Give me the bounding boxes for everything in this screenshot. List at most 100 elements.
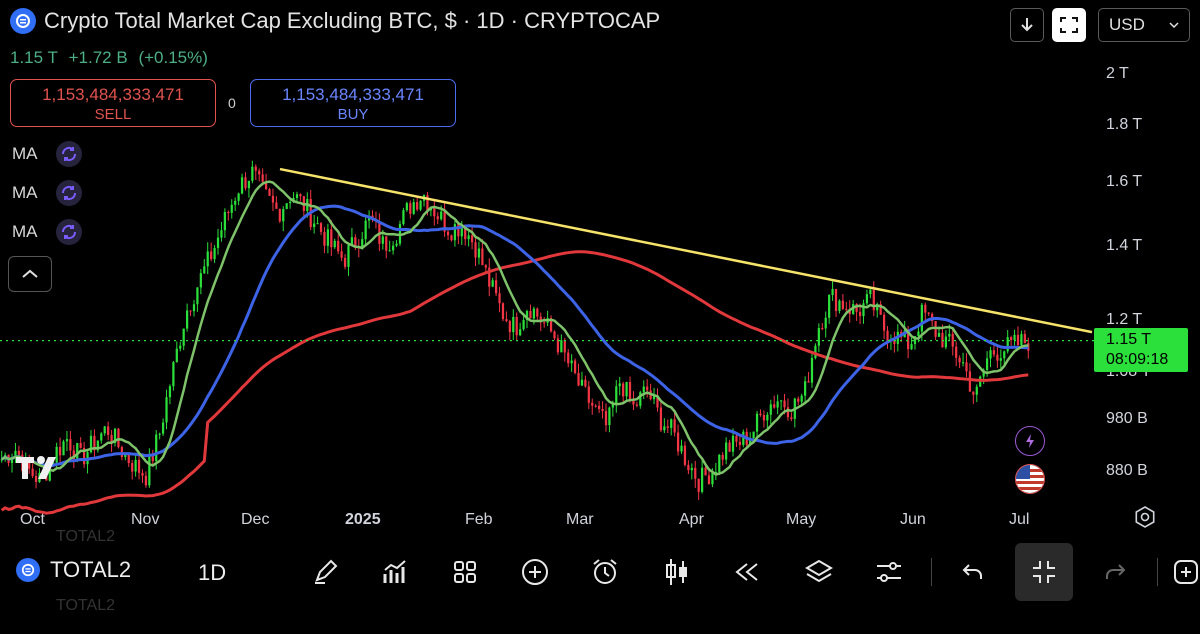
candle-body [670, 419, 673, 428]
candle-body [797, 398, 800, 402]
candle-body [683, 445, 687, 465]
candle-body [343, 257, 347, 267]
chevron-up-icon [22, 269, 38, 278]
plus-circle-icon[interactable] [517, 554, 553, 590]
candle-body [567, 352, 570, 364]
candle-body [409, 203, 412, 214]
candle-body [96, 440, 99, 451]
candle-body [0, 459, 3, 461]
candle-body [718, 454, 721, 473]
fullscreen-button[interactable] [1052, 8, 1086, 42]
candle-body [505, 319, 508, 322]
candle-body [766, 414, 769, 421]
candle-body [179, 345, 182, 349]
candle-body [330, 229, 333, 248]
candle-body [477, 248, 481, 258]
toolbar-divider [931, 558, 932, 586]
time-tick: Jun [900, 511, 926, 528]
candle-body [426, 195, 429, 211]
grid-icon[interactable] [447, 554, 483, 590]
last-price: 1.15 T [10, 48, 58, 67]
current-price-badge: 1.15 T 08:09:18 [1094, 328, 1188, 372]
candle-body [676, 432, 680, 452]
sliders-icon[interactable] [871, 554, 907, 590]
chevron-down-icon [1169, 22, 1179, 28]
candle-body [989, 350, 992, 359]
candle-body [124, 453, 127, 458]
candle-body [975, 386, 978, 395]
trendline[interactable] [279, 167, 1093, 334]
indicator-ma-2[interactable]: MA [12, 180, 82, 206]
candle-body [968, 371, 972, 392]
layers-icon[interactable] [801, 554, 837, 590]
indicator-ma-1[interactable]: MA [12, 141, 82, 167]
candle-body [282, 208, 285, 222]
candle-body [659, 407, 663, 431]
candle-body [927, 312, 930, 314]
candle-body [227, 211, 230, 213]
candle-body [457, 224, 460, 237]
candle-body [333, 240, 336, 248]
candle-body [879, 304, 882, 315]
candle-body [948, 333, 951, 337]
buy-button[interactable]: 1,153,484,333,471 BUY [250, 79, 456, 127]
price-change: +1.72 B [68, 48, 128, 67]
candle-body [34, 475, 38, 482]
alarm-icon[interactable] [587, 554, 623, 590]
download-button[interactable] [1010, 8, 1044, 42]
candle-body [127, 453, 130, 464]
us-flag-icon[interactable] [1015, 464, 1045, 494]
candle-body [862, 303, 865, 317]
candle-body [491, 280, 494, 287]
candle-body [247, 180, 251, 189]
candle-body [230, 204, 233, 213]
currency-select[interactable]: USD [1098, 8, 1190, 42]
pen-icon[interactable] [307, 554, 343, 590]
symbol-selector[interactable]: TOTAL2 [16, 557, 131, 583]
candle-body [210, 251, 213, 260]
redo-icon[interactable] [1097, 554, 1133, 590]
currency-value: USD [1109, 15, 1145, 34]
candle-body [543, 322, 546, 324]
candle-body [131, 463, 134, 472]
candle-body [628, 382, 632, 400]
candle-body [810, 357, 814, 383]
plus-square-icon[interactable] [1172, 554, 1200, 590]
chart-icon[interactable] [377, 554, 413, 590]
candle-body [148, 455, 151, 486]
candle-body [254, 166, 257, 171]
candle-body [58, 446, 62, 456]
ma-mid-line [0, 204, 1029, 468]
candle-body [110, 435, 113, 444]
undo-icon[interactable] [955, 554, 991, 590]
candle-body [1013, 334, 1016, 341]
sell-button[interactable]: 1,153,484,333,471 SELL [10, 79, 216, 127]
timeframe-selector[interactable]: 1D [198, 560, 227, 585]
collapse-legend-button[interactable] [8, 256, 52, 292]
time-tick: Feb [465, 511, 493, 528]
settings-icon[interactable] [1133, 505, 1157, 534]
candle-body [759, 413, 762, 416]
candle-body [220, 230, 223, 238]
lightning-icon[interactable] [1015, 426, 1045, 456]
candle-body [134, 459, 137, 472]
candle-body [392, 245, 395, 251]
buy-price: 1,153,484,333,471 [282, 85, 424, 104]
indicator-ma-3[interactable]: MA [12, 219, 82, 245]
candle-body [680, 445, 683, 452]
candle-body [488, 267, 491, 287]
candle-body [388, 250, 391, 252]
candle-body [982, 369, 985, 377]
collapse-icon[interactable] [1015, 543, 1073, 601]
time-tick: Mar [566, 511, 594, 528]
loading-icon [55, 141, 82, 167]
candle-body [89, 435, 93, 453]
candle-body [395, 243, 398, 246]
candle-body [512, 316, 515, 333]
rewind-icon[interactable] [729, 554, 765, 590]
candle-body [999, 358, 1002, 361]
candles-icon[interactable] [659, 554, 695, 590]
candle-body [762, 415, 766, 421]
candle-body [886, 330, 889, 341]
